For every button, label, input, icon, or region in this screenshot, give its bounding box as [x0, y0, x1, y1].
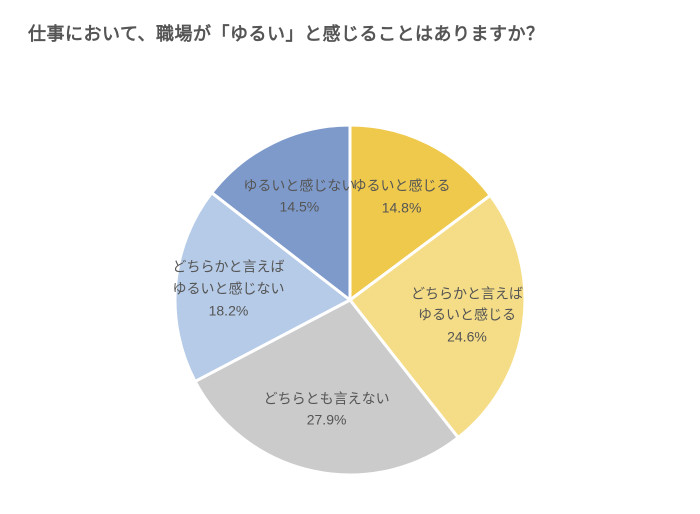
- slice-label-line: ゆるいと感じる: [418, 307, 516, 323]
- pie-slice-label: ゆるいと感じない 14.5%: [243, 175, 355, 218]
- pie-slice-label: どちらかと言えばゆるいと感じない 18.2%: [172, 257, 284, 322]
- slice-label-line: 27.9%: [307, 412, 347, 428]
- slice-label-line: どちらかと言えば: [172, 259, 284, 275]
- chart-title: 仕事において、職場が「ゆるい」と感じることはありますか？: [28, 20, 545, 46]
- pie-slice-label: どちらとも言えない 27.9%: [264, 388, 390, 431]
- pie-slice-label: ゆるいと感じる 14.8%: [353, 176, 451, 219]
- slice-label-line: 14.5%: [280, 199, 320, 215]
- slice-label-line: 18.2%: [209, 302, 249, 318]
- slice-label-line: 14.8%: [382, 199, 422, 215]
- slice-label-line: ゆるいと感じる: [353, 178, 451, 194]
- slice-label-line: どちらとも言えない: [264, 390, 390, 406]
- pie-slice-label: どちらかと言えばゆるいと感じる 24.6%: [411, 283, 523, 348]
- slice-label-line: ゆるいと感じない: [172, 280, 284, 296]
- slice-label-line: 24.6%: [447, 328, 487, 344]
- pie-chart: ゆるいと感じる14.8%どちらかと言えばゆるいと感じる24.6%どちらとも言えな…: [173, 123, 527, 477]
- slice-label-line: ゆるいと感じない: [243, 177, 355, 193]
- slice-label-line: どちらかと言えば: [411, 285, 523, 301]
